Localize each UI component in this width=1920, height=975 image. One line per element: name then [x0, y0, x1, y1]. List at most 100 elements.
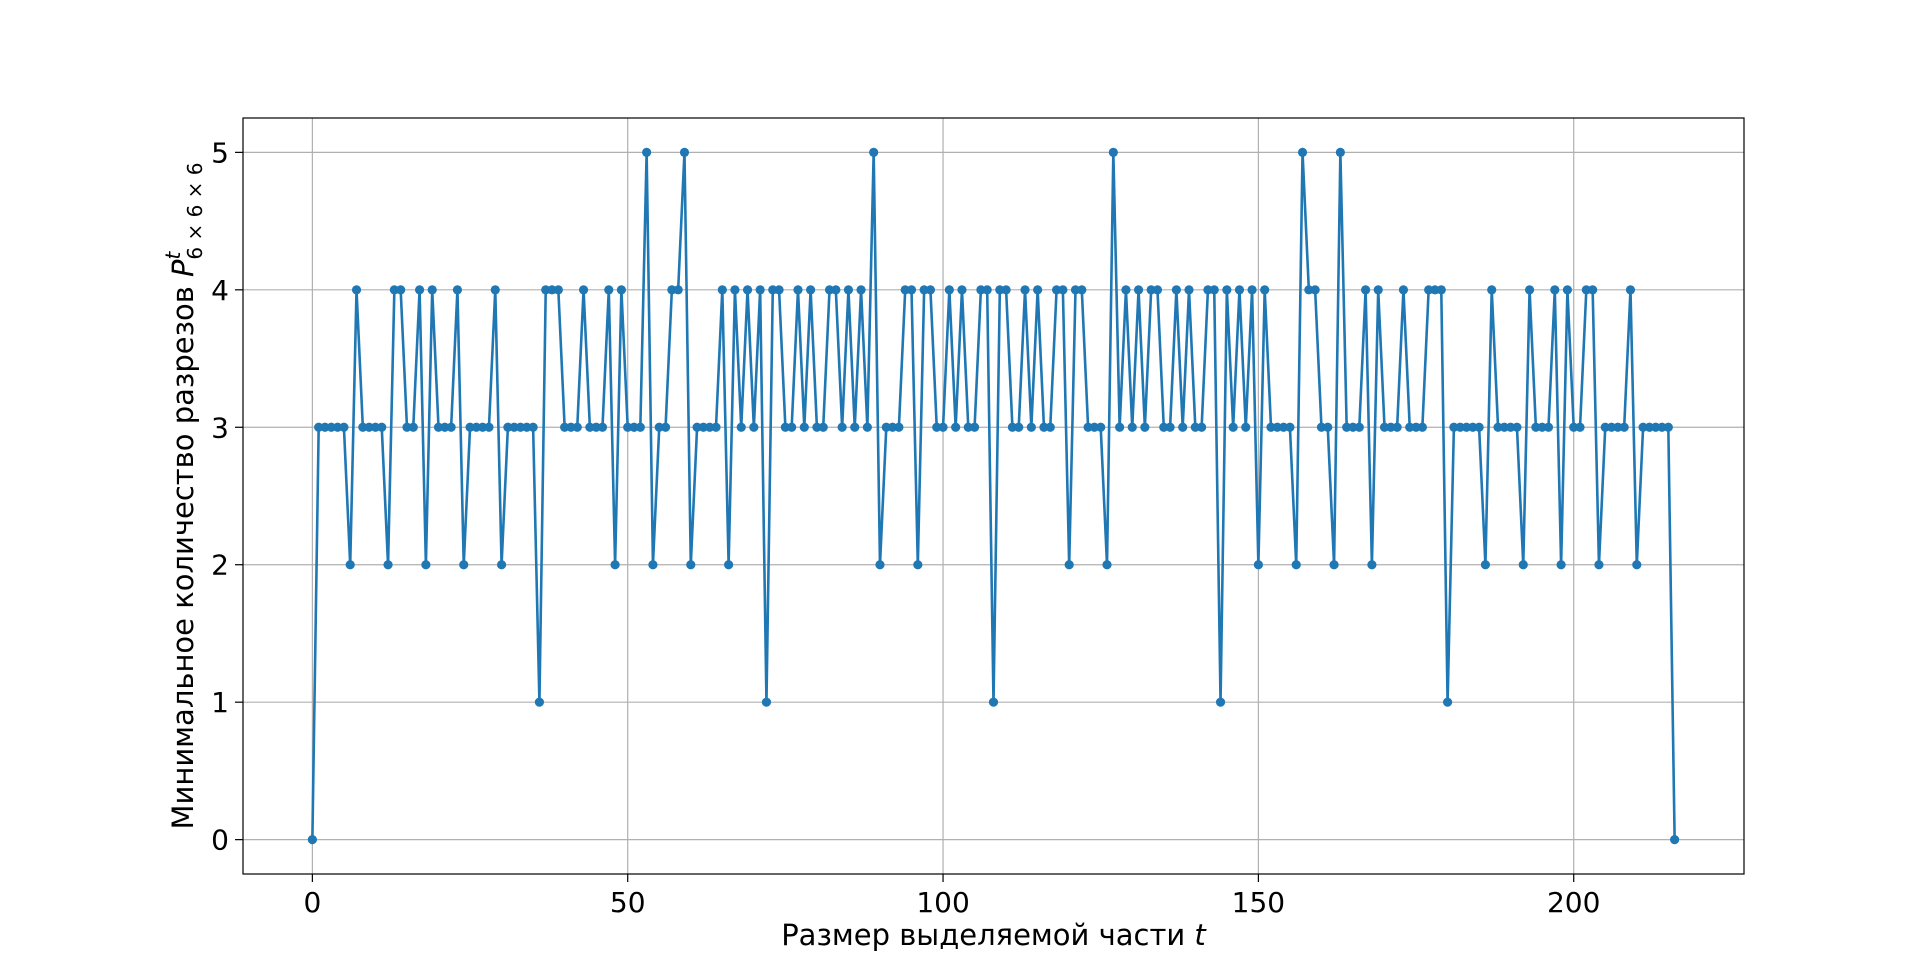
data-point [648, 560, 658, 570]
data-point [528, 422, 538, 432]
x-tick-label: 150 [1232, 886, 1285, 919]
data-point [484, 422, 494, 432]
data-point [320, 422, 330, 432]
data-point [572, 422, 582, 432]
data-point [1051, 285, 1062, 295]
data-point [1209, 285, 1219, 295]
data-point [1468, 422, 1478, 432]
plot-area [307, 147, 1680, 845]
data-point [560, 422, 570, 432]
data-point [440, 422, 450, 432]
data-point [307, 835, 317, 845]
data-point [1619, 422, 1629, 432]
data-point [1070, 285, 1081, 295]
data-point [1045, 422, 1055, 432]
data-point [1316, 422, 1327, 432]
data-point [1455, 422, 1465, 432]
data-point [635, 422, 645, 432]
data-point [913, 560, 923, 570]
data-point [1600, 422, 1610, 432]
data-point [1524, 285, 1535, 295]
data-point [686, 560, 696, 570]
data-point [433, 422, 444, 432]
data-point [1083, 422, 1093, 432]
data-point [585, 422, 595, 432]
data-point [856, 285, 866, 295]
data-point [503, 422, 513, 432]
data-point [446, 422, 456, 432]
data-point [1644, 422, 1654, 432]
data-point [541, 285, 551, 295]
x-tick-label: 50 [610, 886, 646, 919]
data-point [1562, 285, 1573, 295]
data-point [837, 422, 847, 432]
data-point [333, 422, 343, 432]
data-point [1430, 285, 1440, 295]
data-point [1190, 422, 1200, 432]
data-point [818, 422, 828, 432]
data-point [1625, 285, 1636, 295]
data-point [1121, 285, 1131, 295]
data-point [1026, 422, 1036, 432]
data-point [1581, 285, 1591, 295]
data-point [1310, 285, 1320, 295]
data-point [1102, 560, 1112, 570]
data-point [1001, 285, 1011, 295]
data-point [1537, 422, 1547, 432]
data-point [969, 422, 980, 432]
data-point [780, 422, 790, 432]
data-point [471, 422, 481, 432]
data-point [1115, 422, 1125, 432]
data-point [1543, 422, 1554, 432]
data-point [610, 560, 620, 570]
data-point [578, 285, 589, 295]
data-point [452, 285, 463, 295]
data-point [692, 422, 702, 432]
data-point [1033, 285, 1043, 295]
axes-frame [242, 117, 1745, 875]
data-point [1348, 422, 1358, 432]
data-point [1424, 285, 1434, 295]
y-tick-label: 5 [211, 136, 229, 169]
data-point [881, 422, 891, 432]
data-point [831, 285, 841, 295]
x-axis: 0 50 100 150 200 [303, 874, 1600, 919]
data-point [843, 285, 854, 295]
data-point [1020, 285, 1030, 295]
x-tick-label: 200 [1547, 886, 1600, 919]
data-point [1493, 422, 1503, 432]
y-axis-label: Минимальное количество разрезов Pt6 × 6 … [161, 162, 207, 829]
data-point [1386, 422, 1396, 432]
data-point [1108, 147, 1118, 157]
data-point [1342, 422, 1352, 432]
data-point [1499, 422, 1509, 432]
data-point [1606, 422, 1617, 432]
data-point [314, 422, 324, 432]
data-point [1506, 422, 1516, 432]
data-point [1411, 422, 1421, 432]
data-point [1480, 560, 1491, 570]
x-tick-label: 100 [916, 886, 969, 919]
data-point [1272, 422, 1282, 432]
data-point [1405, 422, 1415, 432]
data-point [383, 560, 393, 570]
data-point [1228, 422, 1238, 432]
y-tick-label: 2 [211, 549, 229, 582]
data-point [1663, 422, 1673, 432]
y-tick-label: 3 [211, 411, 229, 444]
data-point [364, 422, 374, 432]
data-point [1222, 285, 1232, 295]
data-point [894, 422, 904, 432]
data-point [591, 422, 601, 432]
data-point [465, 422, 475, 432]
data-point [957, 285, 967, 295]
data-point [1241, 422, 1251, 432]
data-point [597, 422, 608, 432]
data-point [1613, 422, 1623, 432]
data-point [698, 422, 708, 432]
data-point [478, 422, 488, 432]
data-point [673, 285, 683, 295]
data-point [1594, 560, 1604, 570]
data-point [1203, 285, 1213, 295]
